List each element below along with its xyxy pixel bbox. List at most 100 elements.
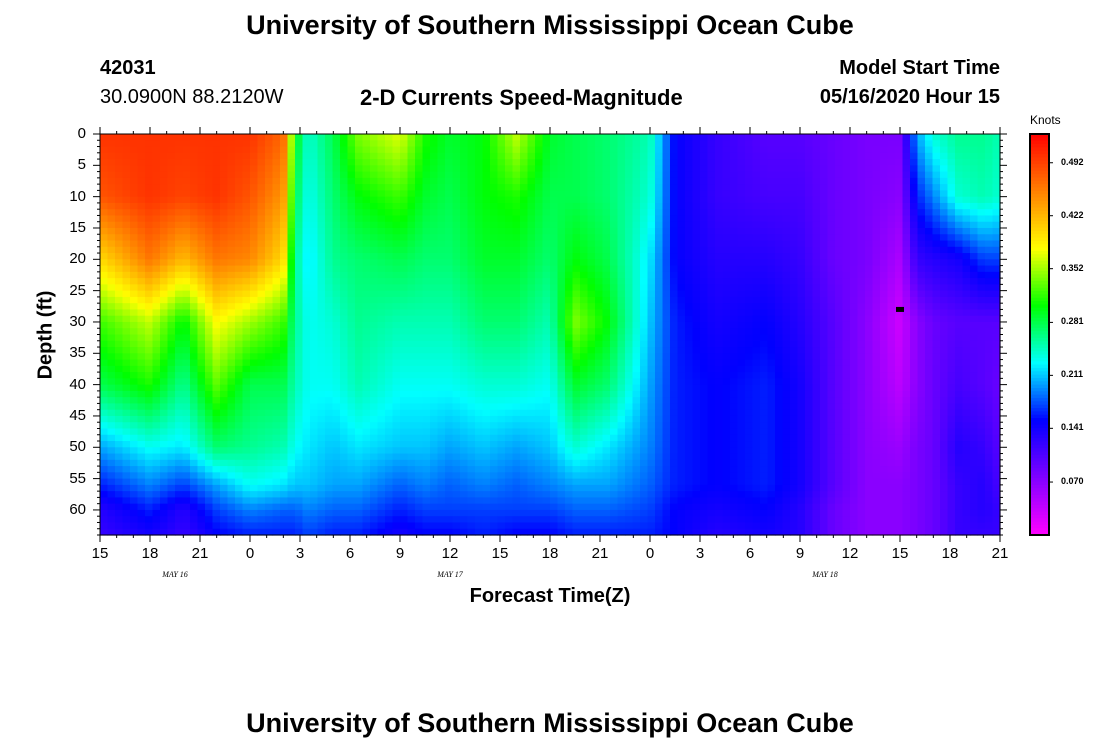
heatmap-cell <box>370 134 379 141</box>
heatmap-cell <box>265 403 274 411</box>
heatmap-cell <box>445 159 454 166</box>
heatmap-cell <box>317 334 326 342</box>
heatmap-cell <box>325 271 334 279</box>
heatmap-cell <box>355 152 364 160</box>
heatmap-cell <box>490 378 499 386</box>
heatmap-cell <box>205 466 214 473</box>
heatmap-cell <box>557 340 566 348</box>
heatmap-cell <box>220 259 229 267</box>
heatmap-cell <box>475 271 484 279</box>
heatmap-cell <box>407 321 416 329</box>
heatmap-cell <box>542 196 551 204</box>
heatmap-cell <box>460 315 469 323</box>
heatmap-cell <box>595 159 604 166</box>
heatmap-cell <box>520 466 529 473</box>
heatmap-cell <box>122 459 131 467</box>
heatmap-cell <box>415 409 424 417</box>
heatmap-cell <box>415 466 424 473</box>
heatmap-cell <box>527 184 536 191</box>
heatmap-cell <box>415 159 424 166</box>
heatmap-cell <box>400 190 409 198</box>
heatmap-cell <box>377 509 386 517</box>
heatmap-cell <box>617 227 626 235</box>
heatmap-cell <box>452 190 461 198</box>
heatmap-cell <box>235 503 244 511</box>
heatmap-cell <box>535 390 544 398</box>
heatmap-cell <box>242 409 251 417</box>
heatmap-cell <box>670 278 679 285</box>
heatmap-cell <box>197 309 206 317</box>
heatmap-cell <box>475 284 484 292</box>
heatmap-cell <box>557 265 566 273</box>
heatmap-cell <box>595 459 604 467</box>
heatmap-cell <box>190 447 199 455</box>
heatmap-cell <box>505 159 514 166</box>
heatmap-cell <box>145 315 154 323</box>
heatmap-cell <box>415 528 424 536</box>
heatmap-cell <box>130 447 139 455</box>
heatmap-cell <box>287 428 296 436</box>
heatmap-cell <box>497 334 506 342</box>
heatmap-cell <box>100 428 109 436</box>
heatmap-cell <box>580 196 589 204</box>
heatmap-cell <box>550 390 559 398</box>
heatmap-cell <box>497 347 506 354</box>
heatmap-cell <box>625 384 634 392</box>
heatmap-cell <box>122 259 131 267</box>
heatmap-cell <box>370 271 379 279</box>
heatmap-cell <box>310 384 319 392</box>
heatmap-cell <box>475 190 484 198</box>
heatmap-cell <box>212 347 221 354</box>
heatmap-cell <box>460 334 469 342</box>
heatmap-cell <box>287 165 296 173</box>
heatmap-cell <box>280 196 289 204</box>
heatmap-cell <box>475 296 484 304</box>
heatmap-cell <box>310 290 319 298</box>
heatmap-cell <box>377 296 386 304</box>
heatmap-cell <box>535 165 544 173</box>
heatmap-cell <box>467 347 476 354</box>
heatmap-cell <box>527 309 536 317</box>
heatmap-cell <box>137 246 146 254</box>
heatmap-cell <box>190 202 199 210</box>
heatmap-cell <box>407 165 416 173</box>
heatmap-cell <box>542 447 551 455</box>
heatmap-cell <box>235 202 244 210</box>
heatmap-cell <box>355 528 364 536</box>
heatmap-cell <box>632 171 641 179</box>
heatmap-cell <box>137 441 146 448</box>
heatmap-cell <box>407 466 416 473</box>
heatmap-cell <box>257 415 266 423</box>
heatmap-cell <box>452 522 461 530</box>
heatmap-cell <box>445 497 454 505</box>
heatmap-cell <box>250 321 259 329</box>
heatmap-cell <box>647 278 656 285</box>
heatmap-cell <box>100 441 109 448</box>
heatmap-cell <box>632 259 641 267</box>
heatmap-cell <box>445 491 454 499</box>
heatmap-cell <box>227 234 236 242</box>
heatmap-cell <box>205 441 214 448</box>
heatmap-cell <box>655 516 664 524</box>
heatmap-cell <box>377 259 386 267</box>
heatmap-cell <box>160 353 169 361</box>
heatmap-cell <box>130 516 139 524</box>
heatmap-cell <box>332 372 341 379</box>
heatmap-cell <box>182 472 191 480</box>
heatmap-cell <box>175 347 184 354</box>
heatmap-cell <box>325 134 334 141</box>
heatmap-cell <box>407 347 416 354</box>
heatmap-cell <box>490 497 499 505</box>
heatmap-cell <box>497 234 506 242</box>
heatmap-cell <box>587 372 596 379</box>
heatmap-cell <box>677 265 686 273</box>
heatmap-cell <box>272 190 281 198</box>
heatmap-cell <box>340 134 349 141</box>
heatmap-cell <box>655 303 664 311</box>
model-start-value: 05/16/2020 Hour 15 <box>819 86 1000 108</box>
heatmap-cell <box>565 240 574 248</box>
heatmap-cell <box>580 184 589 191</box>
heatmap-cell <box>287 466 296 473</box>
heatmap-cell <box>280 415 289 423</box>
heatmap-cell <box>610 528 619 536</box>
